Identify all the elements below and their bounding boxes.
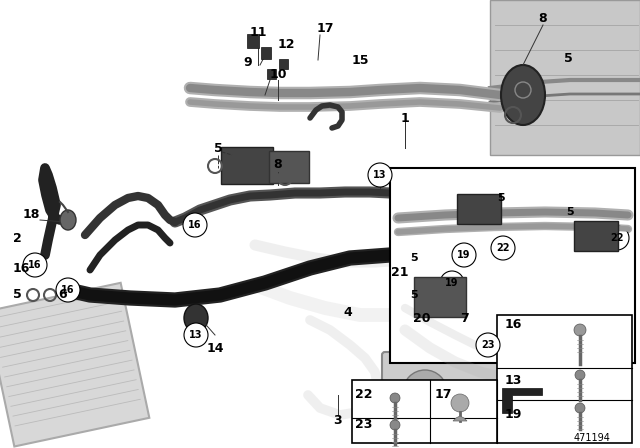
FancyBboxPatch shape bbox=[574, 221, 618, 251]
FancyBboxPatch shape bbox=[247, 34, 259, 48]
FancyBboxPatch shape bbox=[261, 47, 271, 59]
FancyBboxPatch shape bbox=[269, 151, 309, 183]
Text: 21: 21 bbox=[390, 266, 408, 279]
Text: 8: 8 bbox=[274, 159, 282, 172]
Text: 22: 22 bbox=[496, 243, 509, 253]
FancyBboxPatch shape bbox=[352, 380, 497, 443]
Text: 13: 13 bbox=[505, 374, 522, 387]
Ellipse shape bbox=[60, 210, 76, 230]
Text: 16: 16 bbox=[13, 262, 30, 275]
FancyBboxPatch shape bbox=[457, 194, 501, 224]
Text: 1: 1 bbox=[401, 112, 410, 125]
Text: 11: 11 bbox=[249, 26, 267, 39]
Circle shape bbox=[403, 370, 447, 414]
Text: 8: 8 bbox=[539, 12, 547, 25]
Text: 5: 5 bbox=[566, 207, 574, 217]
Text: 9: 9 bbox=[244, 56, 252, 69]
Text: 22: 22 bbox=[611, 233, 624, 243]
Text: 5: 5 bbox=[564, 52, 573, 65]
Text: 16: 16 bbox=[188, 220, 202, 230]
Text: 19: 19 bbox=[445, 278, 459, 288]
Ellipse shape bbox=[450, 246, 478, 278]
Text: 14: 14 bbox=[206, 341, 224, 354]
Text: 22: 22 bbox=[355, 388, 372, 401]
Text: 5: 5 bbox=[13, 289, 22, 302]
Text: 7: 7 bbox=[460, 311, 468, 324]
FancyBboxPatch shape bbox=[279, 59, 288, 69]
Circle shape bbox=[451, 394, 469, 412]
Text: 5: 5 bbox=[410, 253, 418, 263]
Circle shape bbox=[183, 213, 207, 237]
FancyBboxPatch shape bbox=[497, 315, 632, 443]
Circle shape bbox=[575, 370, 585, 380]
Text: 18: 18 bbox=[22, 208, 40, 221]
Circle shape bbox=[575, 403, 585, 413]
Text: 19: 19 bbox=[457, 250, 471, 260]
FancyBboxPatch shape bbox=[221, 147, 273, 184]
Circle shape bbox=[574, 324, 586, 336]
Circle shape bbox=[56, 278, 80, 302]
Text: 15: 15 bbox=[352, 53, 369, 66]
Text: 17: 17 bbox=[435, 388, 452, 401]
Text: 13: 13 bbox=[189, 330, 203, 340]
Bar bbox=[0, 283, 149, 447]
Circle shape bbox=[368, 163, 392, 187]
Circle shape bbox=[440, 271, 464, 295]
Text: 12: 12 bbox=[278, 39, 296, 52]
Text: 471194: 471194 bbox=[573, 433, 610, 443]
Ellipse shape bbox=[440, 276, 464, 304]
Circle shape bbox=[415, 382, 435, 402]
Text: 4: 4 bbox=[344, 306, 353, 319]
Circle shape bbox=[476, 333, 500, 357]
Polygon shape bbox=[502, 388, 542, 413]
FancyBboxPatch shape bbox=[267, 69, 276, 79]
Circle shape bbox=[390, 420, 400, 430]
Text: 16: 16 bbox=[505, 319, 522, 332]
Circle shape bbox=[23, 253, 47, 277]
FancyBboxPatch shape bbox=[382, 352, 498, 433]
Polygon shape bbox=[453, 416, 467, 421]
Circle shape bbox=[184, 323, 208, 347]
Text: 6: 6 bbox=[58, 289, 67, 302]
Circle shape bbox=[491, 236, 515, 260]
Text: 5: 5 bbox=[410, 290, 418, 300]
FancyBboxPatch shape bbox=[414, 277, 466, 317]
FancyBboxPatch shape bbox=[390, 168, 635, 363]
Text: 10: 10 bbox=[270, 69, 287, 82]
Text: 3: 3 bbox=[333, 414, 342, 426]
Text: 23: 23 bbox=[355, 418, 372, 431]
Ellipse shape bbox=[184, 304, 208, 332]
Text: 16: 16 bbox=[28, 260, 42, 270]
Text: 5: 5 bbox=[497, 193, 505, 203]
Text: 16: 16 bbox=[61, 285, 75, 295]
Text: 13: 13 bbox=[373, 170, 387, 180]
Text: 23: 23 bbox=[481, 340, 495, 350]
Circle shape bbox=[605, 226, 629, 250]
Text: 20: 20 bbox=[413, 311, 430, 324]
Circle shape bbox=[390, 393, 400, 403]
FancyBboxPatch shape bbox=[490, 0, 640, 155]
Text: 19: 19 bbox=[505, 409, 522, 422]
Text: 5: 5 bbox=[214, 142, 222, 155]
Text: 2: 2 bbox=[13, 232, 22, 245]
Circle shape bbox=[452, 243, 476, 267]
Ellipse shape bbox=[501, 65, 545, 125]
Text: 17: 17 bbox=[316, 22, 333, 34]
